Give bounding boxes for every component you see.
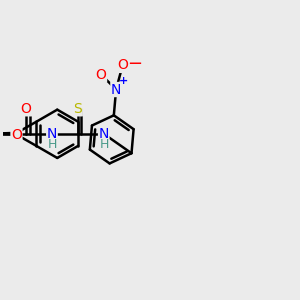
Text: O: O	[117, 58, 128, 72]
Text: H: H	[48, 139, 57, 152]
Text: H: H	[100, 139, 109, 152]
Text: S: S	[74, 102, 82, 116]
Text: N: N	[47, 127, 57, 141]
Text: −: −	[128, 55, 142, 73]
Text: +: +	[119, 76, 128, 86]
Text: O: O	[11, 128, 22, 142]
Text: N: N	[99, 127, 109, 141]
Text: O: O	[21, 102, 32, 116]
Text: N: N	[111, 82, 121, 97]
Text: O: O	[96, 68, 106, 82]
